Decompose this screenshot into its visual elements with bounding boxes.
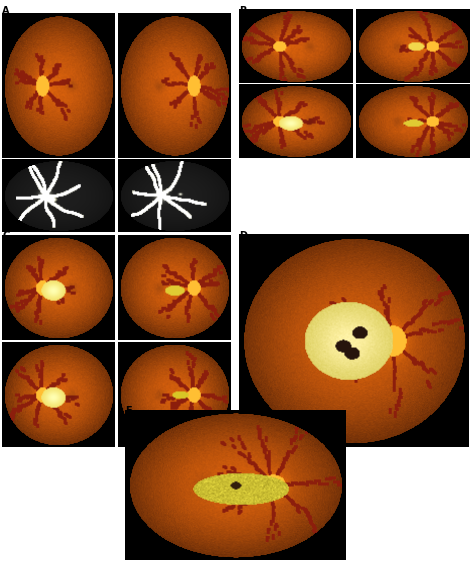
Text: E: E <box>125 406 131 417</box>
Text: D: D <box>239 231 247 241</box>
Bar <box>239 235 469 447</box>
Bar <box>118 160 230 232</box>
Text: A: A <box>2 6 10 16</box>
Bar <box>2 14 115 158</box>
Text: B: B <box>239 6 247 16</box>
Bar <box>239 10 353 83</box>
Bar <box>239 85 353 158</box>
Bar <box>2 160 115 232</box>
Bar <box>2 235 115 340</box>
Bar <box>118 235 230 340</box>
Bar <box>118 14 230 158</box>
Bar <box>125 410 345 560</box>
Text: C: C <box>2 231 9 241</box>
Bar <box>356 85 469 158</box>
Bar <box>2 342 115 447</box>
Bar <box>118 342 230 447</box>
Bar <box>356 10 469 83</box>
